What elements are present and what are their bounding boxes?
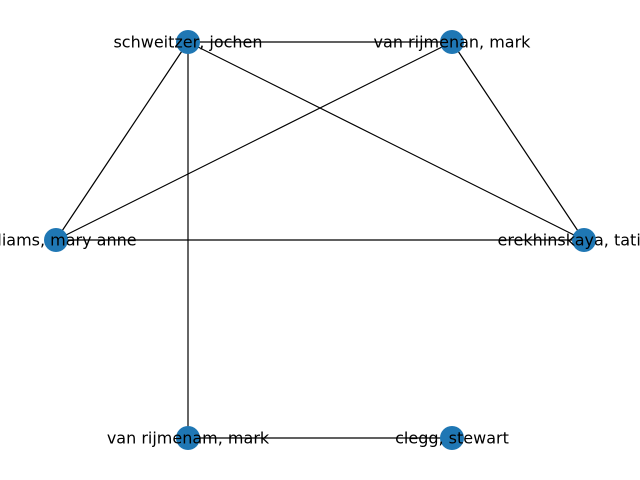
- nodes-layer: [44, 30, 596, 450]
- graph-node-label-n3: williams, mary anne: [0, 231, 137, 250]
- edges-layer: [55, 41, 585, 439]
- graph-node-n4: [572, 228, 596, 252]
- graph-node-n6: [440, 426, 464, 450]
- graph-edge-n2-n4: [451, 41, 585, 241]
- graph-edge-n1-n3: [55, 41, 189, 241]
- graph-node-label-n5: van rijmenam, mark: [107, 429, 270, 448]
- graph-node-label-n6: clegg, stewart: [395, 429, 509, 448]
- graph-edge-n2-n3: [55, 41, 453, 241]
- graph-node-label-n2: van rijmenan, mark: [374, 33, 532, 52]
- graph-node-n5: [176, 426, 200, 450]
- graph-node-n1: [176, 30, 200, 54]
- graph-node-n3: [44, 228, 68, 252]
- labels-layer: schweitzer, jochen van rijmenan, mark will…: [0, 33, 640, 448]
- graph-node-label-n4: erekhinskaya, tatiana: [497, 231, 640, 250]
- graph-node-label-n1: schweitzer, jochen: [113, 33, 262, 52]
- graph-edge-n1-n4: [187, 41, 585, 241]
- graph-node-n2: [440, 30, 464, 54]
